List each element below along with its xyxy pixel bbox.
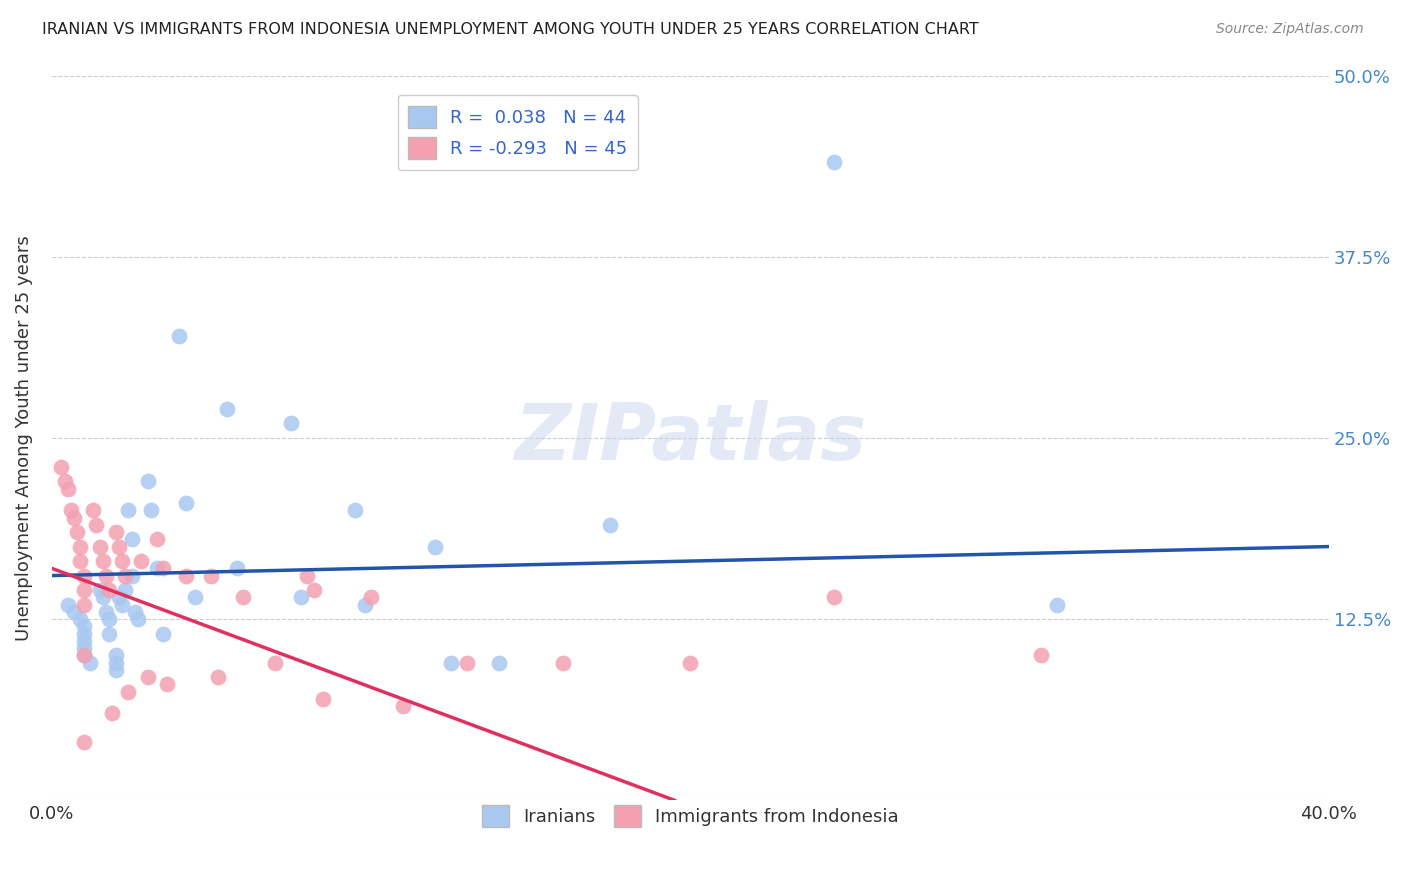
Point [73,568,96,582]
Point [73,648,96,663]
Point [353,598,375,612]
Point [89,582,111,597]
Text: IRANIAN VS IMMIGRANTS FROM INDONESIA UNEMPLOYMENT AMONG YOUTH UNDER 25 YEARS COR: IRANIAN VS IMMIGRANTS FROM INDONESIA UNE… [42,22,979,37]
Point [290,591,312,605]
Point [1031,648,1053,663]
Point [226,561,249,575]
Point [59,503,82,517]
Point [56,482,79,496]
Point [232,591,254,605]
Point [107,540,129,554]
Point [73,582,96,597]
Point [121,533,143,547]
Point [599,517,621,532]
Point [107,591,129,605]
Point [1046,598,1069,612]
Point [104,656,127,670]
Point [98,612,121,626]
Point [79,656,101,670]
Point [63,510,86,524]
Text: Source: ZipAtlas.com: Source: ZipAtlas.com [1216,22,1364,37]
Point [174,496,197,510]
Point [551,656,574,670]
Point [121,568,143,582]
Point [207,670,229,684]
Point [146,533,169,547]
Point [91,554,114,568]
Point [53,475,76,489]
Point [98,626,121,640]
Point [86,517,108,532]
Point [679,656,702,670]
Point [69,612,91,626]
Point [104,648,127,663]
Point [295,568,318,582]
Point [91,591,114,605]
Point [264,656,287,670]
Point [488,656,510,670]
Point [127,612,149,626]
Point [51,459,73,474]
Point [101,706,124,721]
Point [174,568,197,582]
Point [73,626,96,640]
Point [392,698,415,713]
Point [440,656,463,670]
Point [156,677,179,691]
Point [280,417,302,431]
Point [129,554,152,568]
Point [111,554,134,568]
Point [69,540,91,554]
Point [111,598,134,612]
Point [98,582,121,597]
Point [423,540,446,554]
Point [66,525,89,540]
Point [82,503,104,517]
Point [302,582,325,597]
Point [63,605,86,619]
Point [139,503,162,517]
Point [94,605,117,619]
Legend: Iranians, Immigrants from Indonesia: Iranians, Immigrants from Indonesia [475,798,905,835]
Point [114,568,136,582]
Point [456,656,478,670]
Point [823,591,845,605]
Point [344,503,367,517]
Point [94,568,117,582]
Point [56,598,79,612]
Point [117,684,139,698]
Point [184,591,207,605]
Point [124,605,146,619]
Point [360,591,382,605]
Point [312,691,335,706]
Point [136,475,159,489]
Point [152,561,174,575]
Point [69,554,91,568]
Point [136,670,159,684]
Point [73,598,96,612]
Point [104,663,127,677]
Point [117,503,139,517]
Point [89,540,111,554]
Y-axis label: Unemployment Among Youth under 25 years: Unemployment Among Youth under 25 years [15,235,32,640]
Point [73,735,96,749]
Point [73,648,96,663]
Point [200,568,222,582]
Text: ZIPatlas: ZIPatlas [515,400,866,475]
Point [146,561,169,575]
Point [73,640,96,655]
Point [73,619,96,633]
Point [114,582,136,597]
Point [73,633,96,648]
Point [823,155,845,169]
Point [104,525,127,540]
Point [169,329,191,343]
Point [217,401,239,416]
Point [152,626,174,640]
